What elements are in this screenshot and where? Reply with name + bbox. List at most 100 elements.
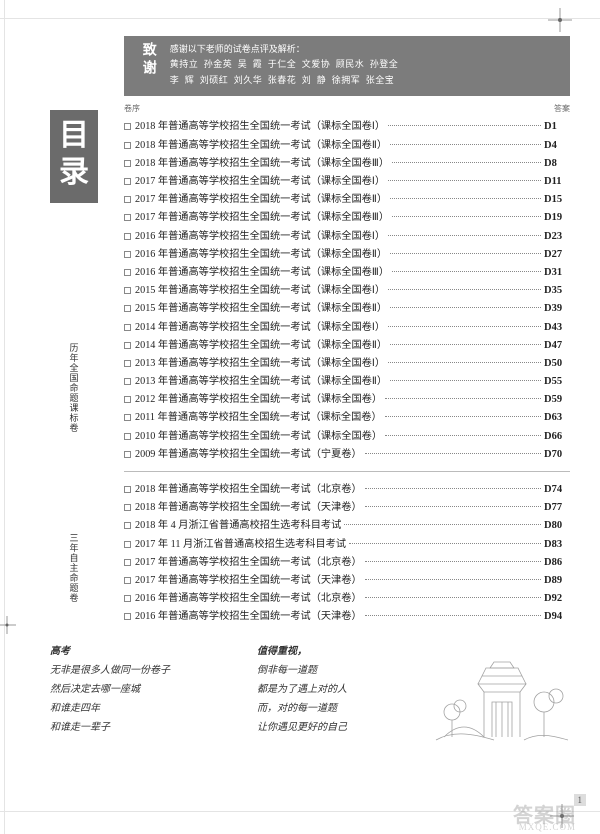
- thanks-names-2: 李 辉 刘硕红 刘久华 张春花 刘 静 徐拥军 张全宝: [170, 73, 558, 88]
- toc-row: 2013 年普通高等学校招生全国统一考试（课标全国卷Ⅰ） D50: [124, 352, 570, 370]
- toc-title-text: 2018 年普通高等学校招生全国统一考试（课标全国卷Ⅲ）: [135, 154, 389, 169]
- toc-title-text: 2018 年普通高等学校招生全国统一考试（天津卷）: [135, 498, 362, 513]
- bullet-icon: [124, 360, 131, 367]
- toc-page: D23: [544, 231, 570, 242]
- toc-page: D8: [544, 158, 570, 169]
- poem-line: 高考: [50, 642, 170, 661]
- section-divider: [124, 471, 570, 472]
- toc-title-text: 2014 年普通高等学校招生全国统一考试（课标全国卷Ⅱ）: [135, 336, 387, 351]
- toc-row: 2014 年普通高等学校招生全国统一考试（课标全国卷Ⅰ）D43: [124, 316, 570, 334]
- toc-page: D39: [544, 303, 570, 314]
- toc-title-text: 2017 年普通高等学校招生全国统一考试（课标全国卷Ⅲ）: [135, 208, 389, 223]
- toc-row: 2009 年普通高等学校招生全国统一考试（宁夏卷） D70: [124, 443, 570, 461]
- toc-title-text: 2018 年 4 月浙江省普通高校招生选考科目考试: [135, 516, 341, 531]
- toc-row: 2016 年普通高等学校招生全国统一考试（天津卷） D94: [124, 606, 570, 624]
- leader-dots: [392, 162, 541, 163]
- toc-page: D50: [544, 358, 570, 369]
- toc-title-text: 2015 年普通高等学校招生全国统一考试（课标全国卷Ⅰ）: [135, 281, 385, 296]
- toc-page: D47: [544, 340, 570, 351]
- toc-title-text: 2015 年普通高等学校招生全国统一考试（课标全国卷Ⅱ）: [135, 299, 387, 314]
- toc-row: 2012 年普通高等学校招生全国统一考试（课标全国卷）D59: [124, 389, 570, 407]
- toc-page: D77: [544, 502, 570, 513]
- toc-page: D86: [544, 557, 570, 568]
- toc-page: D74: [544, 484, 570, 495]
- leader-dots: [385, 398, 541, 399]
- toc-page: D1: [544, 121, 570, 132]
- toc-page: D92: [544, 593, 570, 604]
- leader-dots: [388, 125, 541, 126]
- bullet-icon: [124, 233, 131, 240]
- toc-title-text: 2016 年普通高等学校招生全国统一考试（天津卷）: [135, 607, 362, 622]
- toc-title-text: 2017 年普通高等学校招生全国统一考试（课标全国卷Ⅰ）: [135, 172, 385, 187]
- bullet-icon: [124, 269, 131, 276]
- thanks-names-1: 黄持立 孙金英 吴 霞 于仁全 文爱协 顾民水 孙登全: [170, 57, 558, 72]
- leader-dots: [344, 524, 541, 525]
- leader-dots: [392, 216, 541, 217]
- toc-row: 2011 年普通高等学校招生全国统一考试（课标全国卷）D63: [124, 407, 570, 425]
- bullet-icon: [124, 324, 131, 331]
- leader-dots: [388, 180, 541, 181]
- toc-title-text: 2016 年普通高等学校招生全国统一考试（北京卷）: [135, 589, 362, 604]
- toc-row: 2017 年普通高等学校招生全国统一考试（课标全国卷Ⅰ）D11: [124, 170, 570, 188]
- toc-page: D94: [544, 611, 570, 622]
- toc-row: 2018 年普通高等学校招生全国统一考试（课标全国卷Ⅰ）D1: [124, 116, 570, 134]
- toc-page: D27: [544, 249, 570, 260]
- arch-illustration: [434, 642, 570, 742]
- bullet-icon: [124, 178, 131, 185]
- toc-page: D19: [544, 212, 570, 223]
- toc-page: D83: [544, 539, 570, 550]
- thanks-box: 致谢 感谢以下老师的试卷点评及解析： 黄持立 孙金英 吴 霞 于仁全 文爱协 顾…: [124, 36, 570, 96]
- leader-dots: [390, 307, 541, 308]
- bullet-icon: [124, 541, 131, 548]
- toc-page: D70: [544, 449, 570, 460]
- leader-dots: [390, 198, 541, 199]
- toc-page: D55: [544, 376, 570, 387]
- bullet-icon: [124, 160, 131, 167]
- leader-dots: [365, 597, 541, 598]
- bullet-icon: [124, 287, 131, 294]
- poem-line: 然后决定去哪一座城: [50, 680, 170, 699]
- toc-title-text: 2010 年普通高等学校招生全国统一考试（课标全国卷）: [135, 427, 382, 442]
- toc-title-text: 2018 年普通高等学校招生全国统一考试（北京卷）: [135, 480, 362, 495]
- toc-title-text: 2009 年普通高等学校招生全国统一考试（宁夏卷）: [135, 445, 362, 460]
- poem-line: 都是为了遇上对的人: [257, 680, 347, 699]
- leader-dots: [385, 416, 541, 417]
- toc-row: 2014 年普通高等学校招生全国统一考试（课标全国卷Ⅱ） D47: [124, 334, 570, 352]
- toc-title-text: 2012 年普通高等学校招生全国统一考试（课标全国卷）: [135, 390, 382, 405]
- bullet-icon: [124, 504, 131, 511]
- leader-dots: [349, 543, 541, 544]
- toc-page: D43: [544, 322, 570, 333]
- toc-title-text: 2018 年普通高等学校招生全国统一考试（课标全国卷Ⅱ）: [135, 136, 387, 151]
- toc-row: 2018 年普通高等学校招生全国统一考试（北京卷） D74: [124, 478, 570, 496]
- toc-row: 2017 年普通高等学校招生全国统一考试（北京卷） D86: [124, 551, 570, 569]
- leader-dots: [390, 253, 541, 254]
- leader-dots: [390, 380, 541, 381]
- leader-dots: [388, 235, 541, 236]
- toc-row: 2018 年普通高等学校招生全国统一考试（课标全国卷Ⅱ） D4: [124, 134, 570, 152]
- leader-dots: [365, 506, 541, 507]
- bullet-icon: [124, 251, 131, 258]
- toc-header: 卷序 答案: [124, 100, 570, 116]
- poem-line: 值得重视，: [257, 642, 347, 661]
- toc-page: D4: [544, 140, 570, 151]
- bullet-icon: [124, 433, 131, 440]
- toc-title-text: 2016 年普通高等学校招生全国统一考试（课标全国卷Ⅱ）: [135, 245, 387, 260]
- toc-title-text: 2017 年普通高等学校招生全国统一考试（北京卷）: [135, 553, 362, 568]
- bullet-icon: [124, 613, 131, 620]
- watermark-sub: MXQE.COM: [519, 822, 576, 832]
- leader-dots: [390, 144, 541, 145]
- toc-row: 2016 年普通高等学校招生全国统一考试（课标全国卷Ⅰ）D23: [124, 225, 570, 243]
- toc-row: 2018 年普通高等学校招生全国统一考试（课标全国卷Ⅲ） D8: [124, 152, 570, 170]
- poem-line: 和谁走一辈子: [50, 718, 170, 737]
- toc-title-text: 2011 年普通高等学校招生全国统一考试（课标全国卷）: [135, 408, 382, 423]
- toc-page: D66: [544, 431, 570, 442]
- bullet-icon: [124, 342, 131, 349]
- toc-row: 2017 年普通高等学校招生全国统一考试（课标全国卷Ⅲ） D19: [124, 207, 570, 225]
- toc-page: D31: [544, 267, 570, 278]
- bullet-icon: [124, 305, 131, 312]
- toc-title-text: 2013 年普通高等学校招生全国统一考试（课标全国卷Ⅰ）: [135, 354, 385, 369]
- leader-dots: [390, 344, 541, 345]
- toc-row: 2017 年普通高等学校招生全国统一考试（课标全国卷Ⅱ）D15: [124, 189, 570, 207]
- toc-title-text: 2017 年普通高等学校招生全国统一考试（课标全国卷Ⅱ）: [135, 190, 387, 205]
- bullet-icon: [124, 486, 131, 493]
